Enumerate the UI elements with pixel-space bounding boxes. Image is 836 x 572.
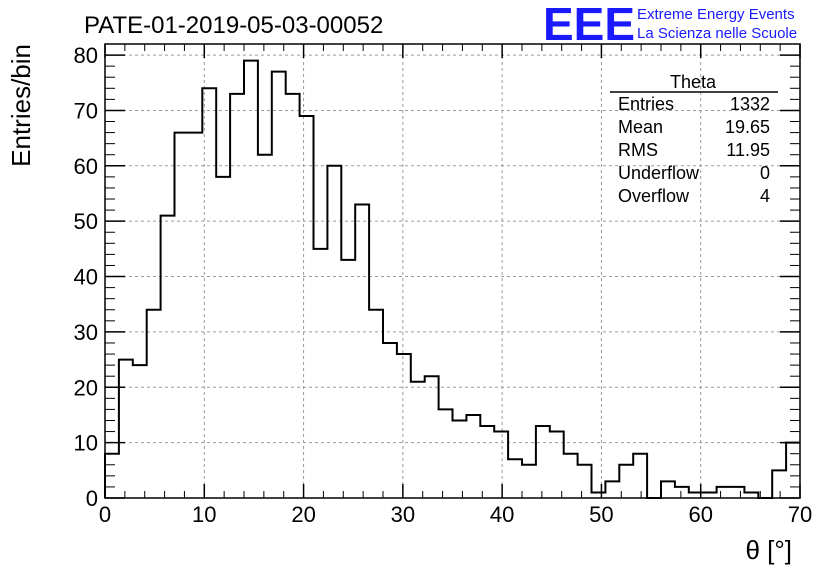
stats-value: 0 [760,163,770,183]
histogram-bin [786,443,800,498]
stats-rows: Entries 1332 Mean 19.65 RMS 11.95 Underflow 0 Ov… [618,94,770,206]
y-tick-label: 30 [74,320,98,345]
histogram-bin [564,454,578,498]
histogram-bin [480,426,494,498]
histogram-bin [314,249,328,498]
x-axis-label: θ [°] [745,535,792,565]
histogram-bin [633,454,647,498]
histogram-bin [258,155,272,498]
histogram-bin [119,360,133,498]
histogram-bin [592,492,606,498]
y-tick-label: 0 [86,486,98,511]
x-tick-label: 70 [788,502,812,527]
histogram-bin [161,216,175,498]
histogram-bin [397,354,411,498]
logo-line-2: La Scienza nelle Scuole [637,25,797,42]
stats-label: Mean [618,117,663,137]
stats-label: Overflow [618,186,690,206]
x-tick-label: 10 [192,502,216,527]
histogram-bin [717,487,731,498]
histogram-bin [744,492,758,498]
stats-value: 4 [760,186,770,206]
y-tick-label: 60 [74,154,98,179]
histogram-line [104,59,800,499]
histogram-bin [272,72,286,498]
histogram-bin [508,459,522,498]
histogram-bin [453,420,467,498]
histogram-bin [605,481,619,498]
stats-box: Theta Entries 1332 Mean 19.65 RMS 11.95 Underf… [610,72,778,206]
histogram-bin [188,133,202,498]
x-tick-label: 20 [291,502,315,527]
histogram-bin [369,310,383,498]
stats-title: Theta [670,72,717,92]
x-tick-label: 50 [589,502,613,527]
histogram-bin [772,470,786,498]
plot-frame [104,43,801,499]
y-tick-label: 70 [74,98,98,123]
histogram-bin [216,177,230,498]
histogram-bin [202,88,216,498]
histogram-bin [175,133,189,498]
histogram-bin [383,343,397,498]
y-tick-label: 40 [74,265,98,290]
histogram-bin [105,454,119,498]
histogram-bin [147,310,161,498]
y-tick-label: 80 [74,43,98,68]
histogram-bin [300,116,314,498]
histogram-bin [244,61,258,498]
histogram-bin [494,432,508,498]
histogram-bin [536,426,550,498]
histogram-bin [425,376,439,498]
stats-value: 11.95 [726,140,770,160]
histogram-bin [327,166,341,498]
y-tick-label: 50 [74,209,98,234]
histogram-bin [522,465,536,498]
y-axis-label: Entries/bin [6,44,36,167]
histogram-bin [703,492,717,498]
logo-mark: EEE [543,0,635,50]
histogram-bin [355,205,369,498]
histogram-bin [230,94,244,498]
histogram-bin [133,365,147,498]
histogram-bin [286,94,300,498]
grid-lines [105,44,800,498]
histogram-bin [675,487,689,498]
x-tick-label: 0 [99,502,111,527]
histogram-bin [619,465,633,498]
y-tick-label: 20 [74,375,98,400]
histogram-bin [731,487,745,498]
histogram-bin [466,415,480,498]
x-tick-label: 60 [688,502,712,527]
eee-logo: EEE Extreme Energy Events La Scienza nel… [543,0,797,50]
histogram-bin [661,481,675,498]
x-tick-label: 40 [490,502,514,527]
histogram-bin [341,260,355,498]
x-tick-label: 30 [391,502,415,527]
histogram-bin [411,382,425,498]
histogram-bin [439,409,453,498]
logo-line-1: Extreme Energy Events [637,6,795,23]
stats-value: 1332 [730,94,770,114]
chart-title: PATE-01-2019-05-03-00052 [84,12,383,39]
y-tick-label: 10 [74,431,98,456]
stats-value: 19.65 [725,117,770,137]
stats-label: Entries [618,94,674,114]
histogram-bin [578,465,592,498]
stats-label: Underflow [618,163,700,183]
axis-ticks [104,44,801,499]
stats-label: RMS [618,140,658,160]
histogram-bin [550,432,564,498]
histogram-bin [689,492,703,498]
